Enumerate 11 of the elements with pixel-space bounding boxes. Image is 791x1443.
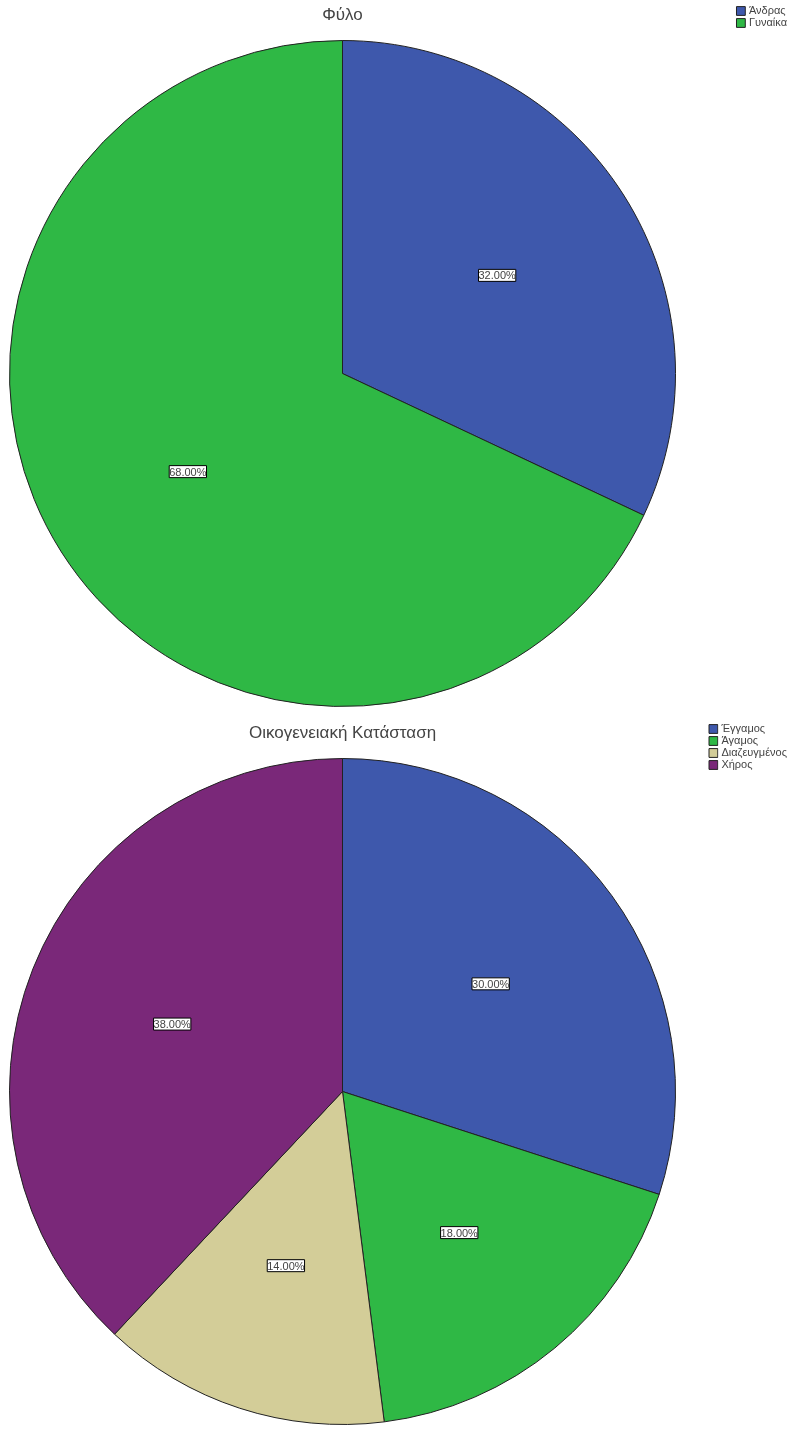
legend-label: Άγαμος: [721, 734, 759, 746]
legend-label: Έγγαμος: [721, 722, 766, 734]
chart-title: Οικογενειακή Κατάσταση: [248, 723, 437, 742]
data-label: 14.00%: [267, 1259, 305, 1272]
legend-label: Χήρος: [721, 758, 753, 770]
legend-label: Άνδρας: [748, 4, 786, 16]
data-label: 32.00%: [478, 269, 517, 282]
data-label: 68.00%: [169, 465, 207, 478]
legend-label: Γυναίκα: [748, 16, 787, 28]
chart-title: Φύλο: [322, 5, 363, 24]
legend-label: Διαζευγμένος: [721, 746, 787, 758]
